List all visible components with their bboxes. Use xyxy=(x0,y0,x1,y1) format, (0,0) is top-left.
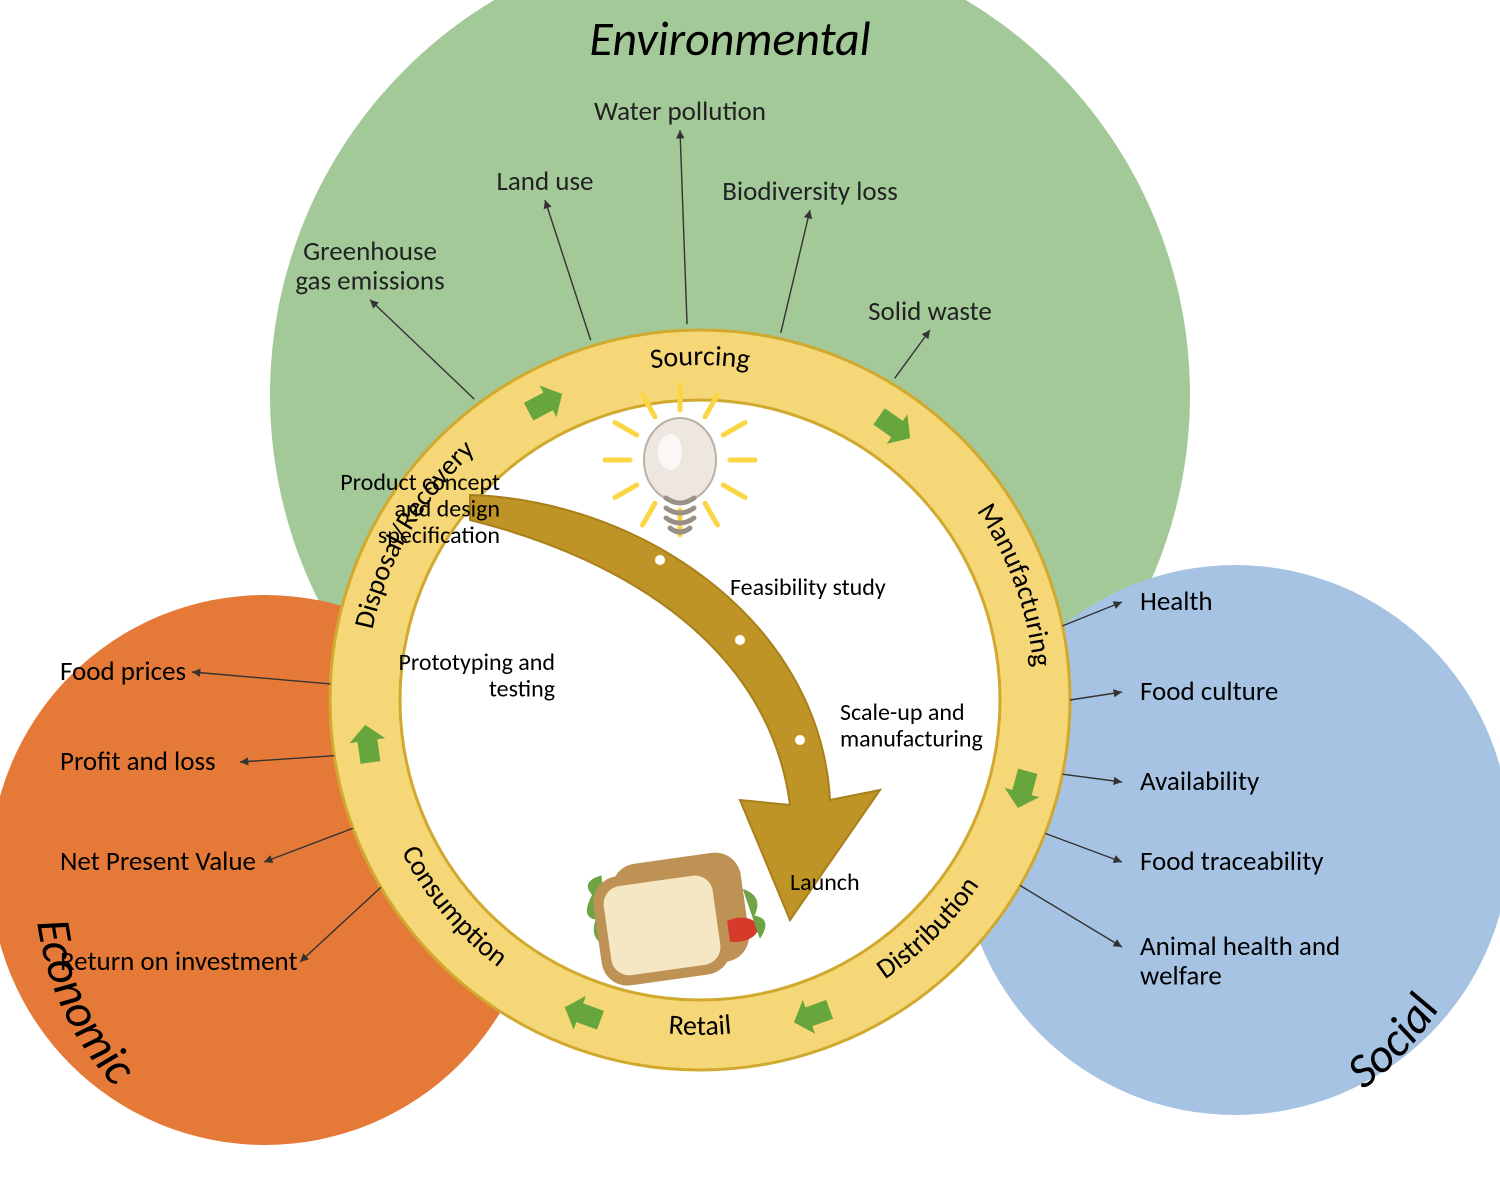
inner-step-1: Feasibility study xyxy=(730,573,886,602)
env-label-3: Biodiversity loss xyxy=(722,175,898,208)
env-label-0: Greenhousegas emissions xyxy=(295,235,444,298)
econ-label-0: Food prices xyxy=(60,655,186,688)
econ-label-2: Net Present Value xyxy=(60,845,256,878)
inner-step-4: Launch xyxy=(790,868,860,897)
ring-stage-retail: Retail xyxy=(668,1007,733,1043)
diagram-root: EnvironmentalEconomicSocialSourcingManuf… xyxy=(0,0,1500,1191)
env-label-2: Water pollution xyxy=(594,95,766,128)
social-label-0: Health xyxy=(1140,585,1213,618)
env-label-4: Solid waste xyxy=(868,295,992,328)
env-label-1: Land use xyxy=(497,165,594,198)
econ-label-3: Return on investment xyxy=(60,945,298,978)
process-arrow-dot xyxy=(655,555,665,565)
diagram-svg: EnvironmentalEconomicSocialSourcingManuf… xyxy=(0,0,1500,1191)
social-label-1: Food culture xyxy=(1140,675,1278,708)
process-arrow-dot xyxy=(795,735,805,745)
inner-step-3: Scale-up andmanufacturing xyxy=(840,698,983,753)
process-arrow-dot xyxy=(735,635,745,645)
social-label-3: Food traceability xyxy=(1140,845,1324,878)
title-environmental: Environmental xyxy=(589,9,870,68)
econ-label-1: Profit and loss xyxy=(60,745,216,778)
social-label-2: Availability xyxy=(1140,765,1260,798)
